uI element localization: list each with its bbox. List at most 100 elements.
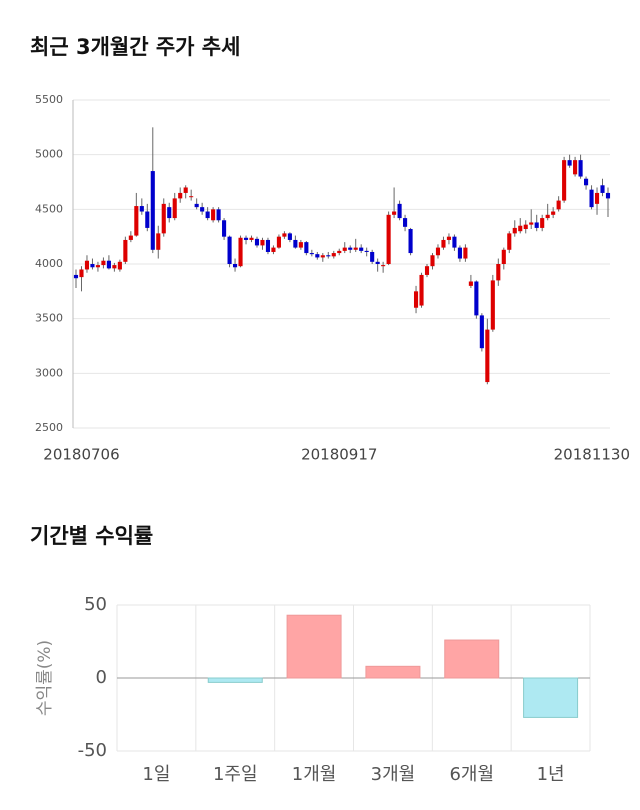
candle-body — [424, 266, 430, 275]
candle-body — [271, 247, 276, 252]
candle-body — [578, 160, 583, 177]
candle-body — [282, 233, 287, 237]
candle-body — [348, 247, 353, 250]
y-tick-label: 4000 — [35, 257, 63, 270]
candle-body — [430, 255, 435, 267]
candle-body — [287, 233, 292, 240]
candle-body — [238, 237, 243, 267]
candle-body — [189, 196, 194, 198]
candle-body — [392, 211, 397, 215]
bar — [286, 614, 342, 679]
y-tick-label: 0 — [96, 667, 107, 688]
candle-body — [260, 239, 265, 246]
candle-body — [512, 227, 517, 234]
candle-body — [386, 214, 391, 264]
candle-body — [490, 280, 495, 330]
candle-body — [227, 236, 232, 264]
candle-body — [375, 261, 380, 264]
candle-body — [84, 260, 90, 270]
y-tick-label: 5000 — [35, 148, 63, 161]
candle-body — [205, 211, 210, 219]
candle-body — [298, 242, 303, 248]
candle-body — [556, 200, 561, 210]
candle-body — [589, 189, 594, 208]
bar — [207, 677, 263, 683]
bar — [444, 639, 500, 679]
candle-body — [90, 264, 95, 268]
candle-body — [200, 207, 205, 212]
candle-body — [562, 160, 567, 201]
candle-body — [403, 218, 408, 227]
y-tick-label: -50 — [78, 740, 107, 761]
x-tick-label: 20180917 — [301, 446, 377, 464]
candle-body — [249, 237, 254, 240]
chart-title: 최근 3개월간 주가 추세 — [30, 35, 240, 59]
candle-body — [337, 250, 342, 254]
candle-body — [594, 192, 600, 204]
candle-body — [573, 160, 578, 175]
candle-body — [183, 187, 188, 193]
candle-body — [359, 247, 364, 251]
candle-body — [446, 236, 452, 240]
x-tick-label: 1년 — [537, 764, 565, 785]
candle-body — [370, 251, 375, 262]
candle-body — [293, 239, 298, 248]
y-tick-label: 2500 — [35, 421, 63, 434]
chart-title: 기간별 수익률 — [30, 524, 153, 548]
x-tick-label: 20180706 — [43, 446, 119, 464]
candle-body — [567, 160, 572, 166]
candle-body — [463, 247, 468, 259]
candle-body — [112, 265, 117, 269]
y-tick-label: 3500 — [35, 312, 63, 325]
candle-body — [134, 206, 139, 236]
candle-body — [216, 209, 221, 221]
candle-body — [353, 247, 358, 250]
candle-body — [145, 211, 150, 228]
candle-body — [101, 260, 106, 266]
candle-body — [381, 265, 386, 267]
x-tick-label: 20181130 — [554, 446, 630, 464]
candle-body — [584, 178, 589, 186]
candle-body — [326, 255, 331, 257]
candle-body — [178, 192, 183, 199]
candle-body — [545, 214, 550, 219]
candle-body — [232, 264, 238, 268]
candle-body — [243, 237, 249, 240]
candle-body — [123, 239, 128, 262]
candle-body — [139, 206, 144, 212]
candle-body — [397, 203, 402, 219]
candle-body — [441, 239, 446, 248]
candle-body — [331, 253, 336, 257]
candle-body — [304, 242, 309, 254]
bar — [365, 665, 421, 679]
candle-body — [150, 171, 155, 250]
candle-body — [419, 274, 424, 306]
candle-body — [523, 224, 528, 230]
candle-body — [496, 264, 501, 281]
candle-body — [222, 220, 227, 237]
candle-body — [117, 261, 122, 270]
candle-body — [507, 233, 512, 250]
x-tick-label: 1일 — [142, 764, 170, 785]
candle-body — [435, 247, 441, 256]
candle-body — [167, 207, 172, 219]
candle-body — [540, 218, 545, 228]
y-axis-label: 수익률(%) — [35, 640, 55, 716]
candle-body — [276, 236, 281, 248]
y-tick-label: 50 — [84, 594, 107, 615]
candle-body — [600, 185, 605, 193]
candle-body — [106, 260, 111, 269]
x-tick-label: 3개월 — [371, 764, 416, 785]
candle-body — [479, 315, 484, 349]
candle-body — [452, 236, 457, 248]
candle-body — [605, 192, 611, 199]
x-tick-label: 1주일 — [213, 764, 258, 785]
candle-body — [194, 203, 199, 208]
candle-body — [161, 203, 166, 234]
bar — [523, 677, 579, 718]
candle-body — [320, 255, 325, 258]
candle-body — [457, 247, 462, 259]
candle-body — [551, 211, 556, 215]
